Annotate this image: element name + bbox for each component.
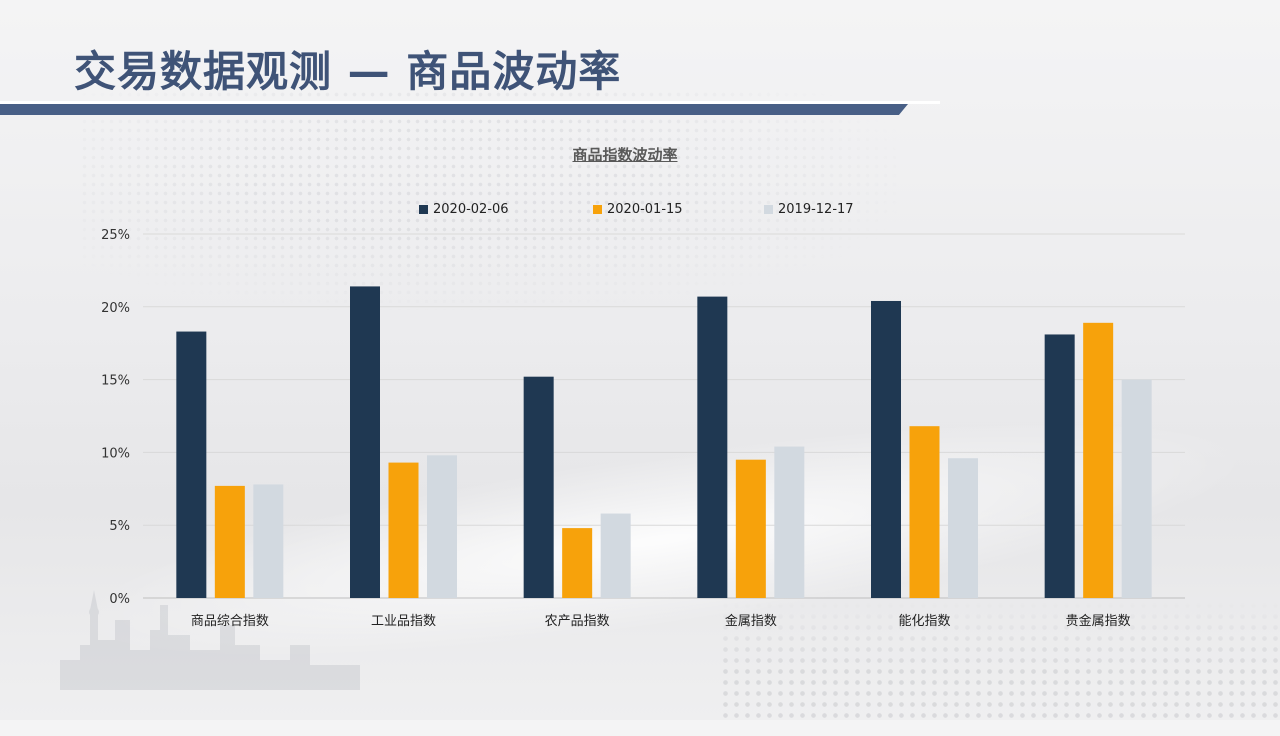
bar-1-6 [1044, 334, 1075, 598]
y-tick-label: 0% [109, 592, 130, 607]
bar-2-4 [735, 459, 766, 598]
bar-2-5 [909, 426, 940, 598]
bar-2-1 [214, 485, 245, 598]
legend-swatch-series-3 [764, 205, 773, 214]
bar-1-3 [523, 376, 554, 598]
x-category-label: 农产品指数 [545, 614, 610, 629]
bar-chart: 0% 5% 10% 15% 20% 25% 商品综合指数 工业品指数 农产品指数 金属指数 能化指数… [101, 228, 1185, 629]
x-category-label: 金属指数 [725, 613, 777, 629]
bar-1-4 [697, 296, 728, 598]
legend-label-series-3: 2019-12-17 [778, 202, 854, 217]
x-category-label: 能化指数 [898, 614, 950, 629]
bar-2-6 [1083, 322, 1114, 598]
y-tick-label: 10% [101, 446, 130, 461]
legend-swatch-series-1 [419, 205, 428, 214]
bar-1-2 [350, 286, 380, 598]
page-title: 交易数据观测 — 商品波动率 [74, 47, 622, 96]
legend-item-series-2: 2020-01-15 [593, 202, 683, 217]
legend-swatch-series-2 [593, 205, 602, 214]
title-divider-bar [0, 104, 908, 115]
y-tick-label: 15% [101, 374, 130, 389]
y-tick-label: 20% [101, 301, 130, 316]
y-tick-label: 5% [109, 519, 130, 534]
background-skyline-icon [60, 590, 360, 690]
y-tick-label: 25% [101, 228, 130, 243]
bar-3-6 [1121, 379, 1152, 598]
title-divider-highlight [0, 101, 940, 104]
bar-3-4 [774, 446, 805, 598]
bar-2-2 [388, 462, 419, 598]
x-category-label: 商品综合指数 [191, 614, 269, 629]
background-world-map-dots [80, 90, 900, 310]
x-category-label: 工业品指数 [371, 614, 436, 629]
x-category-label: 贵金属指数 [1066, 613, 1131, 629]
bar-1-5 [871, 300, 901, 598]
bar-1-1 [176, 331, 207, 598]
bar-3-2 [427, 455, 457, 598]
bar-3-1 [253, 484, 284, 598]
bar-3-3 [600, 513, 631, 598]
bar-2-3 [562, 528, 593, 598]
legend-item-series-1: 2020-02-06 [419, 202, 509, 217]
bar-3-5 [948, 458, 978, 598]
chart-legend: 2020-02-06 2020-01-15 2019-12-17 [0, 202, 1280, 222]
legend-label-series-2: 2020-01-15 [607, 202, 683, 217]
legend-item-series-3: 2019-12-17 [764, 202, 854, 217]
legend-label-series-1: 2020-02-06 [433, 202, 509, 217]
background-dots-bottom [720, 600, 1280, 720]
chart-title: 商品指数波动率 [572, 146, 678, 164]
